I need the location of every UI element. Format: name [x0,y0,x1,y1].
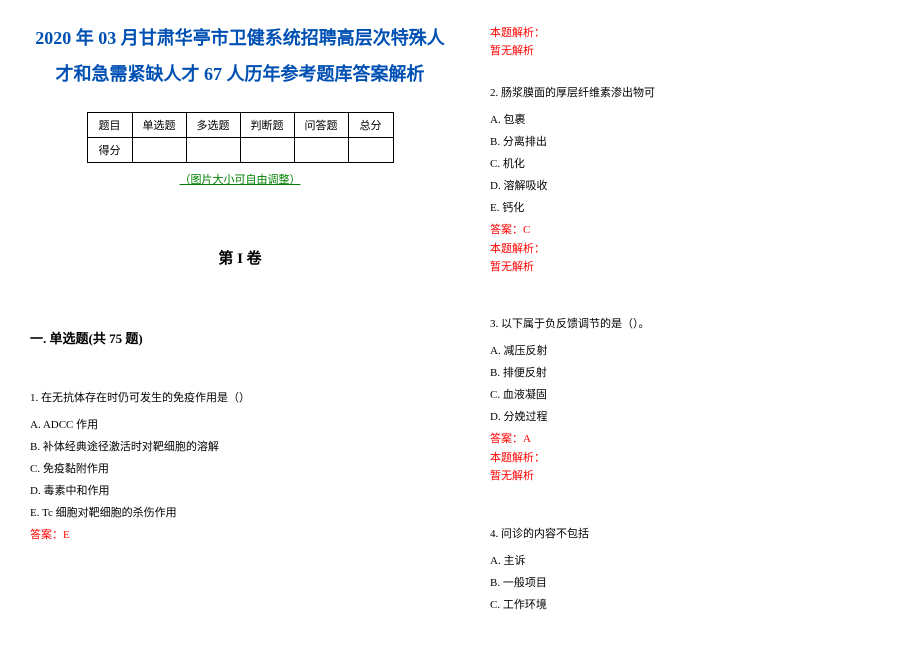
q1-option-a: A. ADCC 作用 [30,414,450,436]
q2-analysis-none: 暂无解析 [490,259,890,277]
q3-option-d: D. 分娩过程 [490,406,890,428]
q2-stem: 2. 肠浆膜面的厚层纤维素渗出物可 [490,82,890,104]
q2-analysis-label: 本题解析： [490,241,890,259]
page-title: 2020 年 03 月甘肃华亭市卫健系统招聘高层次特殊人才和急需紧缺人才 67 … [30,20,450,92]
th-2: 多选题 [186,113,240,138]
q1-option-e: E. Tc 细胞对靶细胞的杀伤作用 [30,502,450,524]
th-1: 单选题 [132,113,186,138]
cell [348,138,393,163]
th-0: 题目 [87,113,132,138]
image-resize-link[interactable]: （图片大小可自由调整） [30,171,450,187]
q2-option-b: B. 分离排出 [490,131,890,153]
q2-option-e: E. 钙化 [490,197,890,219]
cell [294,138,348,163]
row-label: 得分 [87,138,132,163]
q2-option-d: D. 溶解吸收 [490,175,890,197]
cell [186,138,240,163]
th-5: 总分 [348,113,393,138]
q4-option-c: C. 工作环境 [490,594,890,616]
q3-option-a: A. 减压反射 [490,340,890,362]
th-3: 判断题 [240,113,294,138]
cell [240,138,294,163]
th-4: 问答题 [294,113,348,138]
q3-option-b: B. 排便反射 [490,362,890,384]
q3-analysis-label: 本题解析： [490,450,890,468]
q1-answer: 答案：E [30,524,450,546]
q4-option-a: A. 主诉 [490,550,890,572]
q4-option-b: B. 一般项目 [490,572,890,594]
question-type-heading: 一. 单选题(共 75 题) [30,328,450,347]
q3-stem: 3. 以下属于负反馈调节的是（）。 [490,313,890,335]
q3-option-c: C. 血液凝固 [490,384,890,406]
cell [132,138,186,163]
table-score-row: 得分 [87,138,393,163]
q2-option-c: C. 机化 [490,153,890,175]
q1-analysis-label: 本题解析： [490,25,890,43]
right-column: 本题解析： 暂无解析 2. 肠浆膜面的厚层纤维素渗出物可 A. 包裹 B. 分离… [490,20,890,631]
q1-option-b: B. 补体经典途径激活时对靶细胞的溶解 [30,436,450,458]
section-header: 第 I 卷 [30,247,450,268]
q3-analysis-none: 暂无解析 [490,468,890,486]
q1-stem: 1. 在无抗体存在时仍可发生的免疫作用是（） [30,387,450,409]
q2-answer: 答案：C [490,219,890,241]
q1-option-c: C. 免疫黏附作用 [30,458,450,480]
score-table: 题目 单选题 多选题 判断题 问答题 总分 得分 [87,112,394,163]
left-column: 2020 年 03 月甘肃华亭市卫健系统招聘高层次特殊人才和急需紧缺人才 67 … [30,20,450,631]
q4-stem: 4. 问诊的内容不包括 [490,523,890,545]
q2-option-a: A. 包裹 [490,109,890,131]
q1-option-d: D. 毒素中和作用 [30,480,450,502]
q3-answer: 答案：A [490,428,890,450]
table-header-row: 题目 单选题 多选题 判断题 问答题 总分 [87,113,393,138]
q1-analysis-none: 暂无解析 [490,43,890,61]
